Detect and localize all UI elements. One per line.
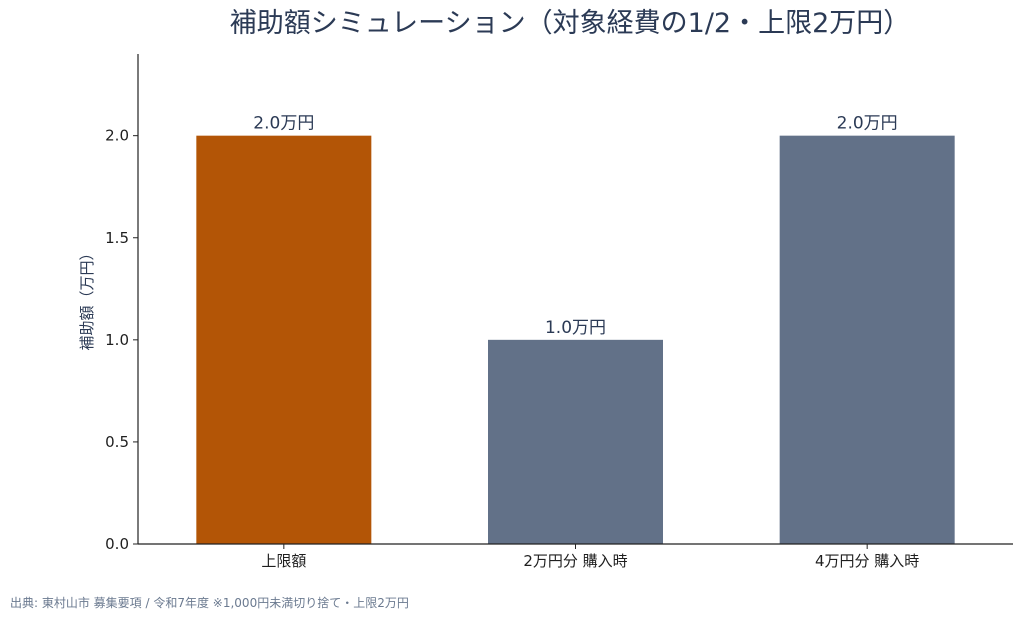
y-tick-label-1: 0.0 (105, 535, 129, 553)
data-label-1: 2.0万円 (253, 114, 314, 134)
y-tick-label-3: 1.0 (105, 331, 129, 349)
source-note: 出典: 東村山市 募集要項 / 令和7年度 ※1,000円未満切り捨て・上限2万… (10, 595, 409, 610)
bars-group (196, 135, 955, 544)
bar-2 (488, 339, 663, 544)
data-label-3: 2.0万円 (837, 114, 898, 134)
bar-1 (196, 135, 372, 544)
x-tick-label-3: 4万円分 購入時 (815, 552, 919, 570)
x-labels-group: 上限額 2万円分 購入時 4万円分 購入時 (261, 544, 919, 570)
data-labels-group: 2.0万円 1.0万円 2.0万円 (253, 114, 897, 338)
y-tick-label-2: 0.5 (105, 433, 129, 451)
data-label-2: 1.0万円 (545, 318, 606, 338)
y-tick-label-5: 2.0 (105, 127, 129, 145)
x-tick-label-2: 2万円分 購入時 (523, 552, 627, 570)
y-axis-label: 補助額（万円） (78, 245, 96, 350)
y-tick-label-4: 1.5 (105, 229, 129, 247)
chart-title: 補助額シミュレーション（対象経費の1/2・上限2万円） (230, 8, 911, 39)
y-ticks-group: 0.0 0.5 1.0 1.5 2.0 (105, 127, 138, 553)
bar-3 (779, 135, 955, 544)
x-tick-label-1: 上限額 (261, 552, 306, 570)
